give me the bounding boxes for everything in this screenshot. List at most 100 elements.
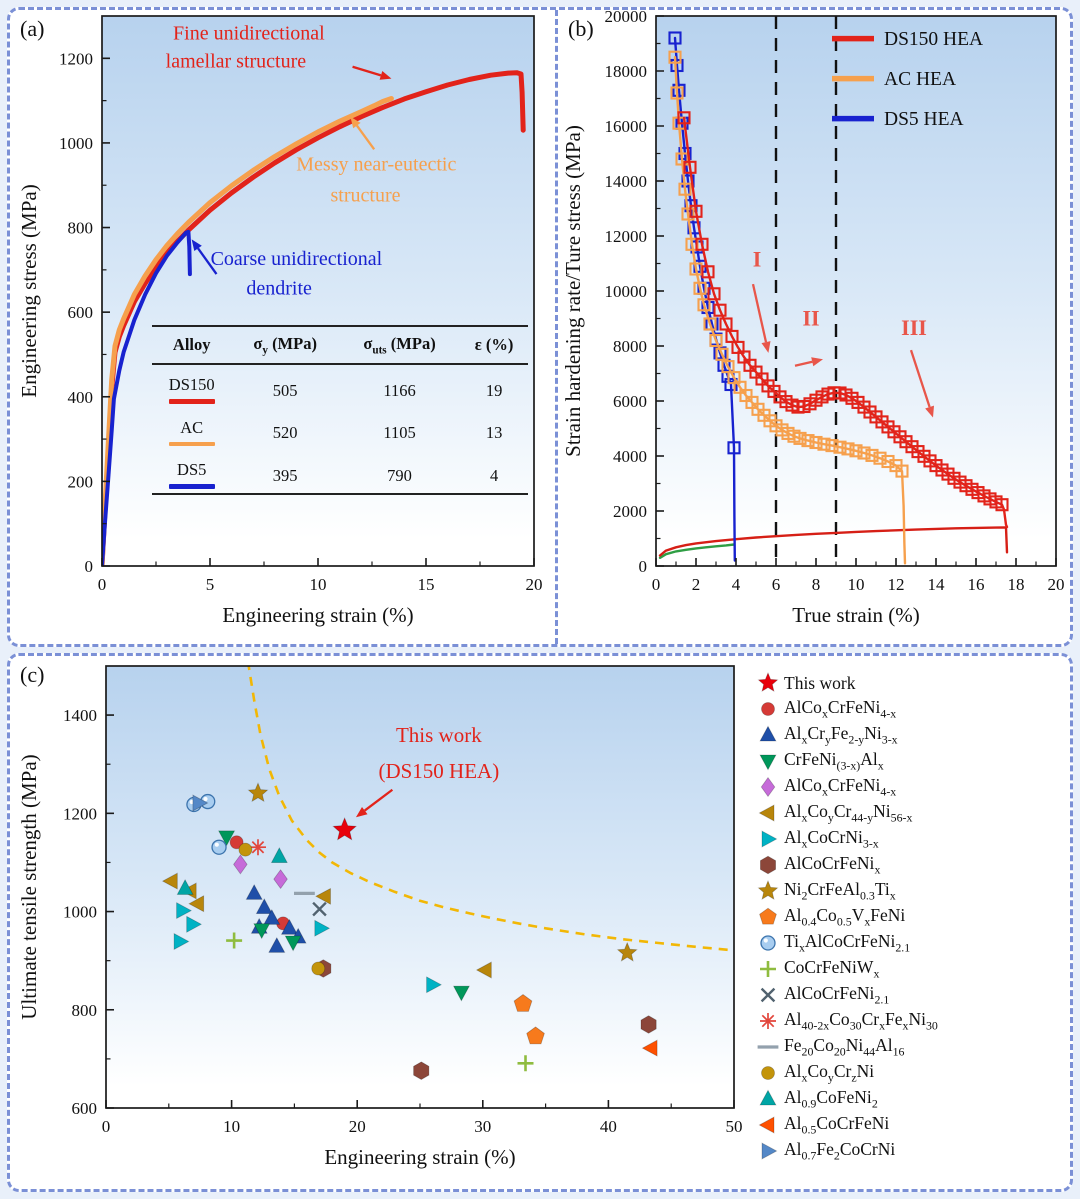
legend-item: Al0.9CoFeNi2: [754, 1086, 1070, 1112]
svg-text:800: 800: [72, 1001, 98, 1020]
svg-text:10: 10: [848, 575, 865, 594]
svg-text:1200: 1200: [59, 49, 93, 68]
legend-item: AlCoxCrFeNi4-x: [754, 774, 1070, 800]
table-row: DS5 395 790 4: [152, 450, 528, 494]
svg-text:III: III: [901, 315, 927, 340]
legend-item: Al0.7Fe2CoCrNi: [754, 1138, 1070, 1164]
triangle-right-icon: [761, 1142, 778, 1160]
svg-text:2: 2: [692, 575, 701, 594]
svg-text:II: II: [802, 305, 819, 330]
svg-text:14: 14: [928, 575, 946, 594]
legend-item: Ni2CrFeAl0.3Tix: [754, 878, 1070, 904]
legend-item: AlCoCrFeNi2.1: [754, 982, 1070, 1008]
svg-text:lamellar structure: lamellar structure: [166, 51, 307, 73]
panel-c-label: (c): [20, 662, 45, 687]
triangle-left-icon: [758, 804, 775, 822]
inset-table-header: σuts (MPa): [338, 326, 461, 366]
svg-text:Engineering strain (%): Engineering strain (%): [222, 603, 413, 627]
sigma-y-value: 395: [272, 465, 298, 485]
sphere-icon: [760, 935, 776, 951]
table-row: AC 520 1105 13: [152, 408, 528, 451]
legend-label: Al0.7Fe2CoCrNi: [784, 1138, 896, 1163]
sigma-y-value: 520: [272, 423, 298, 443]
legend-label: AlxCoyCrzNi: [784, 1060, 875, 1085]
alloy-name: DS150: [168, 375, 215, 395]
svg-text:0: 0: [102, 1117, 111, 1136]
inset-table: Alloy σy (MPa) σuts (MPa) ε (%) DS150 505 1166…: [152, 325, 528, 495]
svg-text:800: 800: [68, 219, 94, 238]
svg-text:0: 0: [639, 557, 648, 576]
plus-icon: [760, 961, 776, 977]
svg-text:This work: This work: [396, 723, 482, 747]
legend-label: Ni2CrFeAl0.3Tix: [784, 878, 896, 903]
svg-text:I: I: [753, 246, 762, 271]
elongation-value: 13: [485, 423, 503, 443]
diamond-icon: [760, 776, 776, 798]
triangle-up-icon: [759, 725, 777, 742]
top-panels-box: (a) Fine unidirectional lamellar structur…: [7, 7, 1073, 647]
asterisk-icon: [760, 1013, 776, 1029]
legend-item: AlCoxCrFeNi4-x: [754, 696, 1070, 722]
legend-item: Fe20Co20Ni44Al16: [754, 1034, 1070, 1060]
legend-label: Al0.5CoCrFeNi: [784, 1112, 890, 1137]
svg-text:0: 0: [98, 575, 107, 594]
panel-a: (a) Fine unidirectional lamellar structur…: [10, 10, 555, 644]
table-row: DS150 505 1166 19: [152, 364, 528, 408]
svg-text:4: 4: [732, 575, 741, 594]
svg-text:1000: 1000: [59, 134, 93, 153]
legend-item: AlxCoyCrzNi: [754, 1060, 1070, 1086]
svg-text:Engineering stress (MPa): Engineering stress (MPa): [17, 184, 41, 397]
legend-label: Fe20Co20Ni44Al16: [784, 1034, 905, 1059]
svg-text:20: 20: [526, 575, 543, 594]
svg-text:30: 30: [474, 1117, 491, 1136]
panel-c-legend: This work AlCoxCrFeNi4-x AlxCryFe2-yNi3-x C…: [752, 656, 1070, 1189]
legend-item: AlxCoCrNi3-x: [754, 826, 1070, 852]
panel-a-chart: Fine unidirectional lamellar structure Mes…: [17, 15, 543, 627]
legend-label: This work: [784, 672, 856, 693]
alloy-color-swatch: [168, 399, 215, 404]
pentagon-icon: [759, 907, 777, 925]
sigma-uts-value: 1105: [383, 423, 416, 443]
svg-text:(DS150 HEA): (DS150 HEA): [378, 759, 499, 783]
svg-text:50: 50: [726, 1117, 743, 1136]
legend-label: CoCrFeNiWx: [784, 956, 880, 981]
elongation-value: 19: [485, 380, 503, 400]
panel-a-label: (a): [20, 16, 45, 41]
svg-text:4000: 4000: [613, 447, 647, 466]
svg-text:Ultimate tensile strength (MPa: Ultimate tensile strength (MPa): [17, 754, 41, 1019]
svg-text:Messy near-eutectic: Messy near-eutectic: [296, 153, 456, 175]
alloy-color-swatch: [168, 441, 215, 447]
svg-text:40: 40: [600, 1117, 617, 1136]
legend-label: AlCoxCrFeNi4-x: [784, 774, 897, 799]
svg-text:20: 20: [1048, 575, 1065, 594]
svg-text:20000: 20000: [605, 10, 648, 26]
circle-icon: [761, 1066, 775, 1080]
legend-label: AlCoCrFeNi2.1: [784, 982, 890, 1007]
legend-item: Al0.5CoCrFeNi: [754, 1112, 1070, 1138]
inset-table-header: σy (MPa): [231, 326, 339, 366]
inset-table-header: Alloy: [152, 326, 232, 366]
svg-text:12: 12: [888, 575, 905, 594]
triangle-down-icon: [759, 754, 777, 771]
legend-item: Al40-2xCo30CrxFexNi30: [754, 1008, 1070, 1034]
inset-table-header: ε (%): [460, 326, 528, 366]
svg-text:0: 0: [652, 575, 661, 594]
svg-text:6: 6: [772, 575, 781, 594]
svg-text:18000: 18000: [605, 62, 648, 81]
svg-text:1400: 1400: [63, 706, 97, 725]
panel-b-label: (b): [568, 16, 594, 41]
triangle-left-icon: [758, 1116, 775, 1134]
svg-text:DS150 HEA: DS150 HEA: [884, 29, 983, 50]
legend-item: Al0.4Co0.5VxFeNi: [754, 904, 1070, 930]
legend-label: Al40-2xCo30CrxFexNi30: [784, 1008, 938, 1033]
inset-table-container: Alloy σy (MPa) σuts (MPa) ε (%) DS150 505 1166…: [152, 325, 528, 495]
legend-item: AlCoCrFeNix: [754, 852, 1070, 878]
svg-text:1000: 1000: [63, 903, 97, 922]
legend-label: TixAlCoCrFeNi2.1: [784, 930, 911, 955]
sigma-uts-value: 790: [387, 465, 412, 485]
svg-text:15: 15: [418, 575, 435, 594]
triangle-right-icon: [761, 830, 778, 848]
alloy-color-swatch: [168, 484, 215, 489]
svg-text:8: 8: [812, 575, 821, 594]
